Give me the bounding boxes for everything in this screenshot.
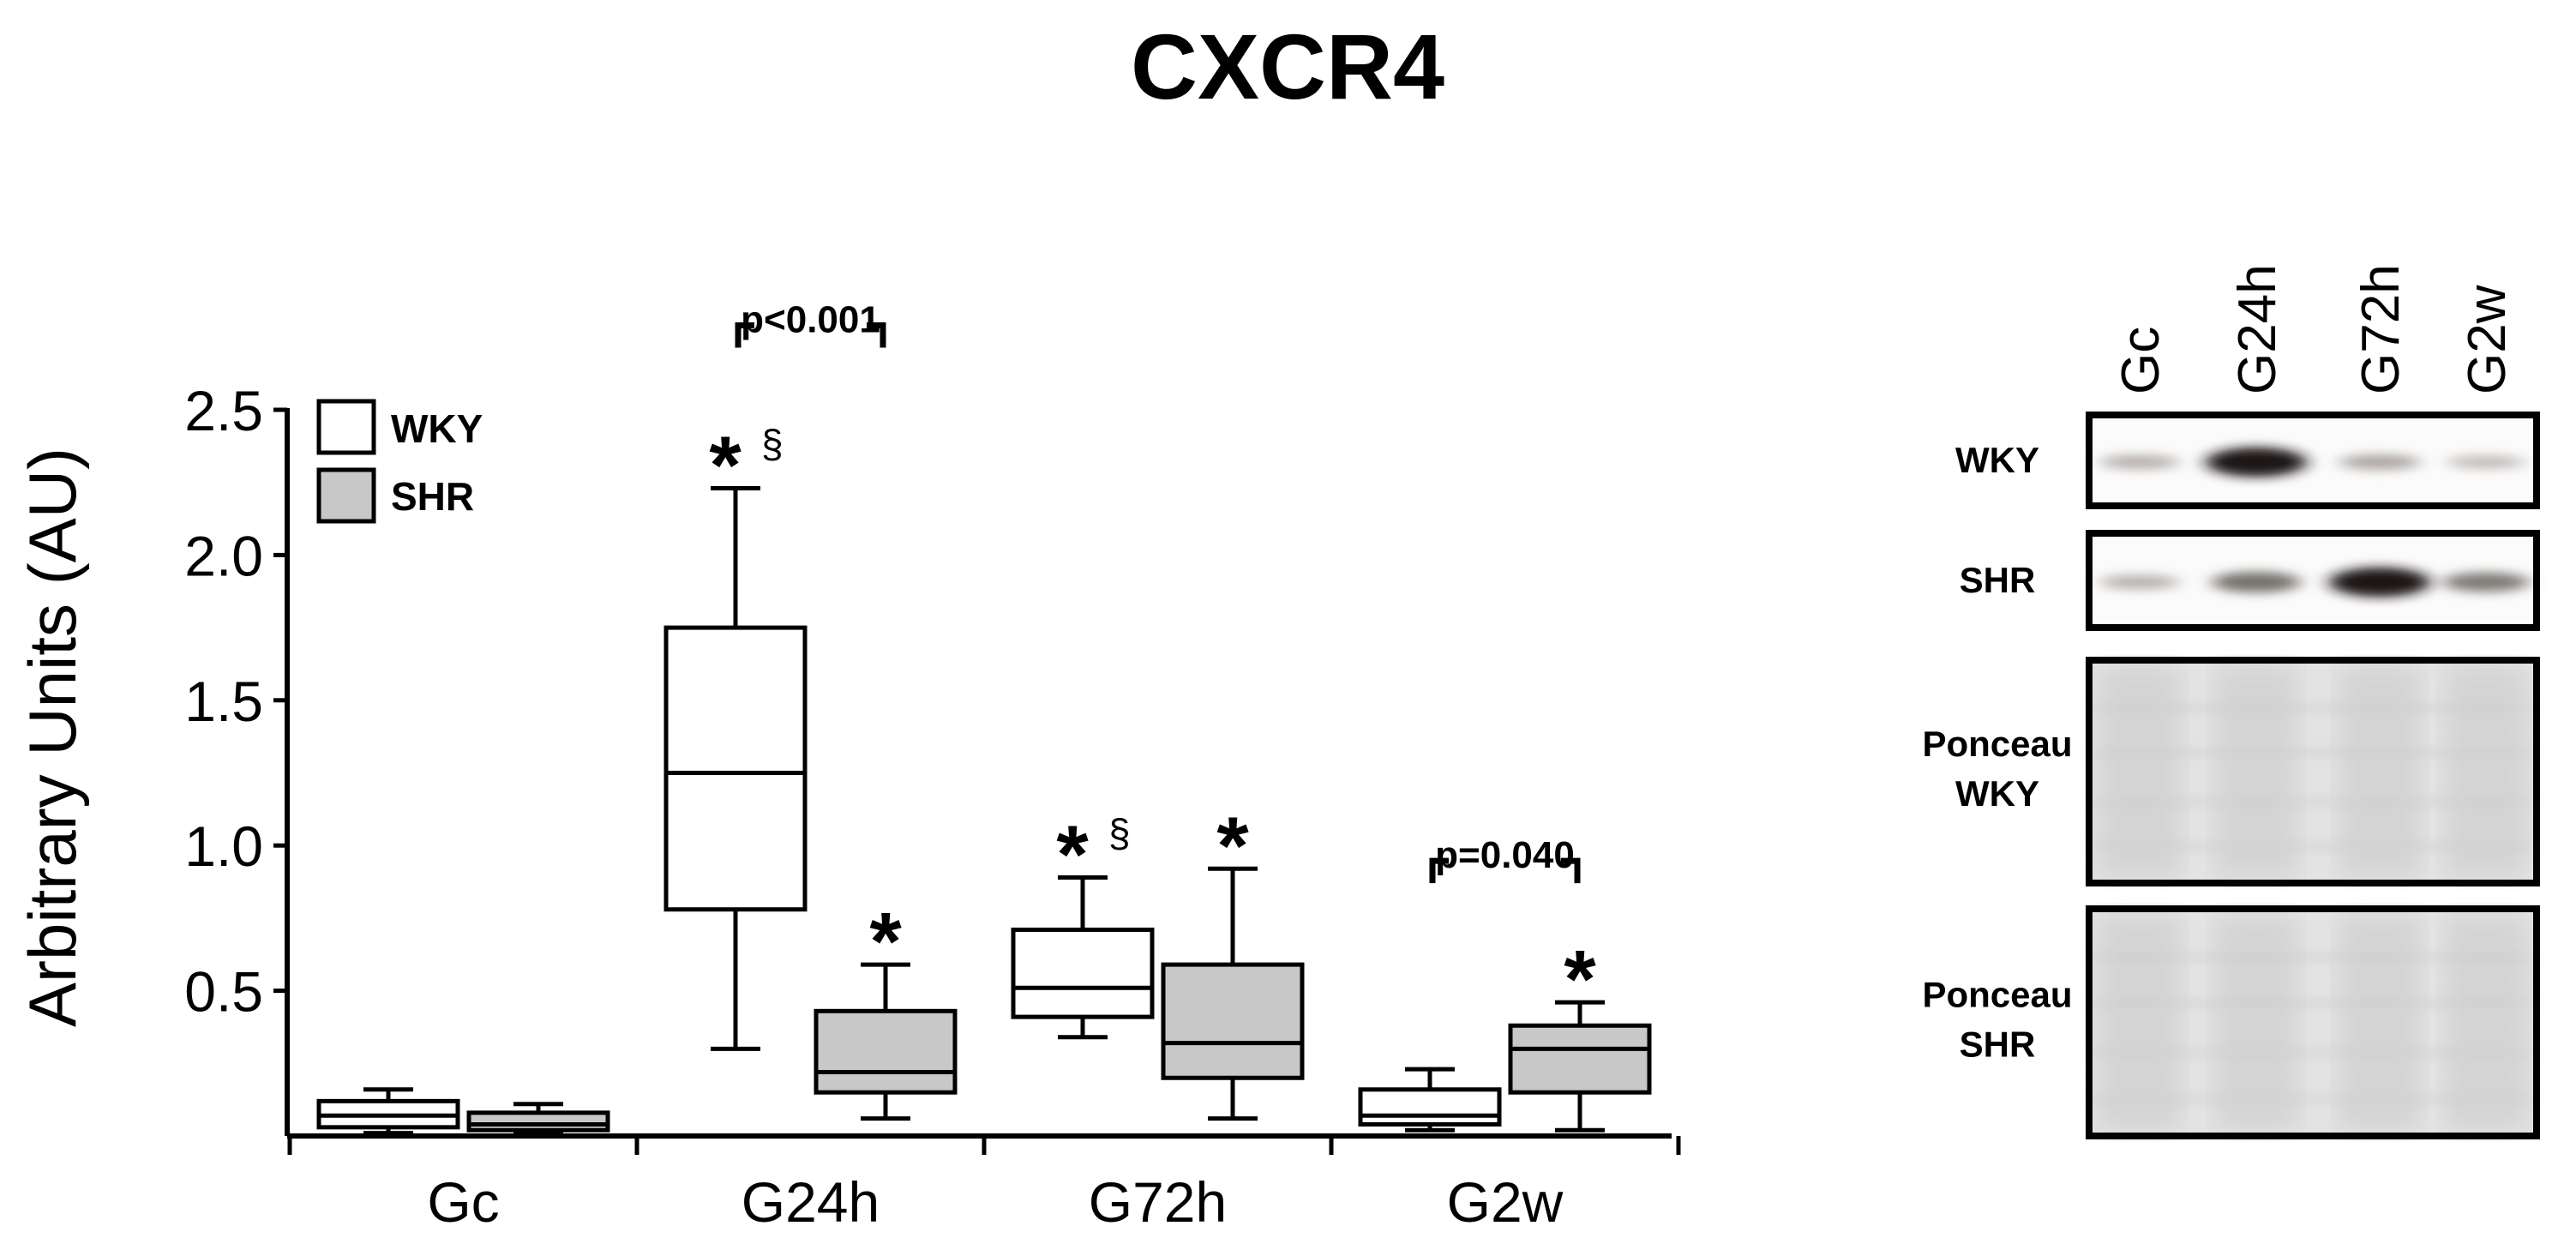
blot-band [2328, 567, 2431, 598]
box-wky-g2w [1358, 1067, 1502, 1133]
blot-lane-label: G2w [2458, 285, 2517, 394]
western-blot: Gc G24h G72h G2w WKY SHR Ponceau WKY Ponceau SHR [1922, 264, 2540, 1139]
ponceau-lane [2445, 914, 2527, 1131]
blot-panel-frame [2086, 657, 2540, 886]
blot-band [2212, 571, 2301, 593]
blot-panel-label-line2: WKY [1955, 773, 2039, 814]
significance-asterisk: * [709, 419, 742, 511]
box-iqr [1508, 1023, 1652, 1095]
box-iqr [1011, 927, 1155, 1019]
blot-panel-frame [2086, 412, 2540, 509]
ponceau-stripe [2094, 954, 2531, 961]
box-shr-g2w [1508, 1000, 1652, 1133]
blot-lane-label: G72h [2351, 264, 2411, 394]
y-tick-label: 2.5 [184, 379, 263, 442]
blot-panel-frame [2086, 530, 2540, 631]
box-iqr [664, 625, 808, 912]
significance-asterisk: * [1564, 934, 1596, 1025]
significance-asterisk: * [869, 896, 902, 988]
blot-panel-2: Ponceau WKY [1922, 657, 2540, 886]
bracket-left [735, 322, 754, 348]
blot-panel-1: SHR [1960, 530, 2540, 631]
legend-label-wky: WKY [391, 406, 483, 451]
y-tick-label: 2.0 [184, 524, 263, 587]
significance-annotations: * § * * § * * p<0.001 p=0.040 [709, 298, 1596, 1025]
box-shr-g24h [814, 962, 958, 1121]
legend: WKY SHR [316, 399, 483, 524]
blot-band [2447, 455, 2525, 469]
ponceau-lane [2099, 665, 2181, 878]
y-tick-label: 1.0 [184, 814, 263, 878]
blot-lane-labels: Gc G24h G72h G2w [2111, 264, 2517, 394]
x-tick-label: G2w [1447, 1170, 1564, 1234]
box-shr-gc [466, 1102, 610, 1136]
ponceau-stripe [2094, 798, 2531, 806]
blot-band [2099, 574, 2180, 590]
blot-panel-label-line1: Ponceau [1922, 724, 2072, 764]
blot-panel-3: Ponceau SHR [1922, 905, 2540, 1139]
x-axis: Gc G24h G72h G2w [287, 1133, 1681, 1234]
ponceau-lane [2215, 665, 2297, 878]
ponceau-stripe [2094, 843, 2531, 850]
significance-section-mark: § [761, 421, 784, 466]
p-value-bracket: p=0.040 [1429, 834, 1581, 884]
box-plot-chart: Arbitrary Units (AU) 0.51.01.52.02.5 Gc G… [15, 298, 1681, 1234]
box-wky-g72h [1011, 874, 1155, 1040]
blot-panel-0: WKY [1955, 412, 2540, 509]
blot-panel-frame [2086, 905, 2540, 1139]
bracket-right [867, 322, 886, 348]
y-tick-label: 0.5 [184, 960, 263, 1024]
significance-asterisk: * [1056, 808, 1089, 900]
ponceau-lane [2445, 665, 2527, 878]
blot-lane-label: G24h [2228, 264, 2287, 394]
legend-label-shr: SHR [391, 474, 474, 519]
ponceau-lane [2215, 914, 2297, 1131]
blot-panel-label-line2: SHR [1960, 1025, 2036, 1065]
legend-swatch-wky [316, 399, 376, 455]
blot-band [2205, 447, 2308, 478]
ponceau-lane [2099, 914, 2181, 1131]
blot-panel-label: WKY [1955, 440, 2039, 480]
y-tick-label: 1.5 [184, 670, 263, 733]
box-iqr [1161, 962, 1305, 1080]
p-value-label: p<0.001 [741, 298, 880, 340]
legend-swatch-shr [316, 467, 376, 524]
x-tick-label: Gc [427, 1170, 499, 1234]
box-iqr [814, 1008, 958, 1095]
ponceau-lane [2339, 665, 2421, 878]
ponceau-stripe [2094, 1095, 2531, 1103]
ponceau-stripe [2094, 749, 2531, 756]
blot-panel-label-line1: Ponceau [1922, 975, 2072, 1015]
significance-section-mark: § [1108, 810, 1131, 855]
box-group [316, 485, 1652, 1136]
box-iqr [466, 1110, 610, 1133]
x-tick-label: G72h [1089, 1170, 1227, 1234]
ponceau-stripe [2094, 1049, 2531, 1057]
ponceau-lane [2339, 914, 2421, 1131]
ponceau-stripe [2094, 705, 2531, 712]
x-tick-label: G24h [742, 1170, 880, 1234]
blot-lane-label: Gc [2111, 327, 2171, 394]
bracket-right [1561, 857, 1581, 884]
chart-title: CXCR4 [1131, 15, 1444, 118]
blot-panels: WKY SHR Ponceau WKY Ponceau SHR [1922, 412, 2540, 1139]
box-shr-g72h [1161, 866, 1305, 1121]
bracket-left [1429, 857, 1449, 884]
y-axis-label: Arbitrary Units (AU) [15, 448, 90, 1027]
box-wky-g24h [664, 485, 808, 1051]
box-wky-gc [316, 1087, 460, 1136]
significance-asterisk: * [1216, 800, 1249, 892]
p-value-label: p=0.040 [1435, 834, 1575, 876]
blot-band [2442, 572, 2530, 592]
blot-panel-label: SHR [1960, 560, 2036, 600]
y-axis: 0.5 1.0 1.5 2.0 2.5 [184, 379, 290, 1136]
blot-band [2339, 454, 2421, 470]
blot-band [2099, 454, 2180, 470]
box-iqr [1358, 1087, 1502, 1127]
ponceau-stripe [2094, 1000, 2531, 1007]
p-value-bracket: p<0.001 [735, 298, 886, 348]
